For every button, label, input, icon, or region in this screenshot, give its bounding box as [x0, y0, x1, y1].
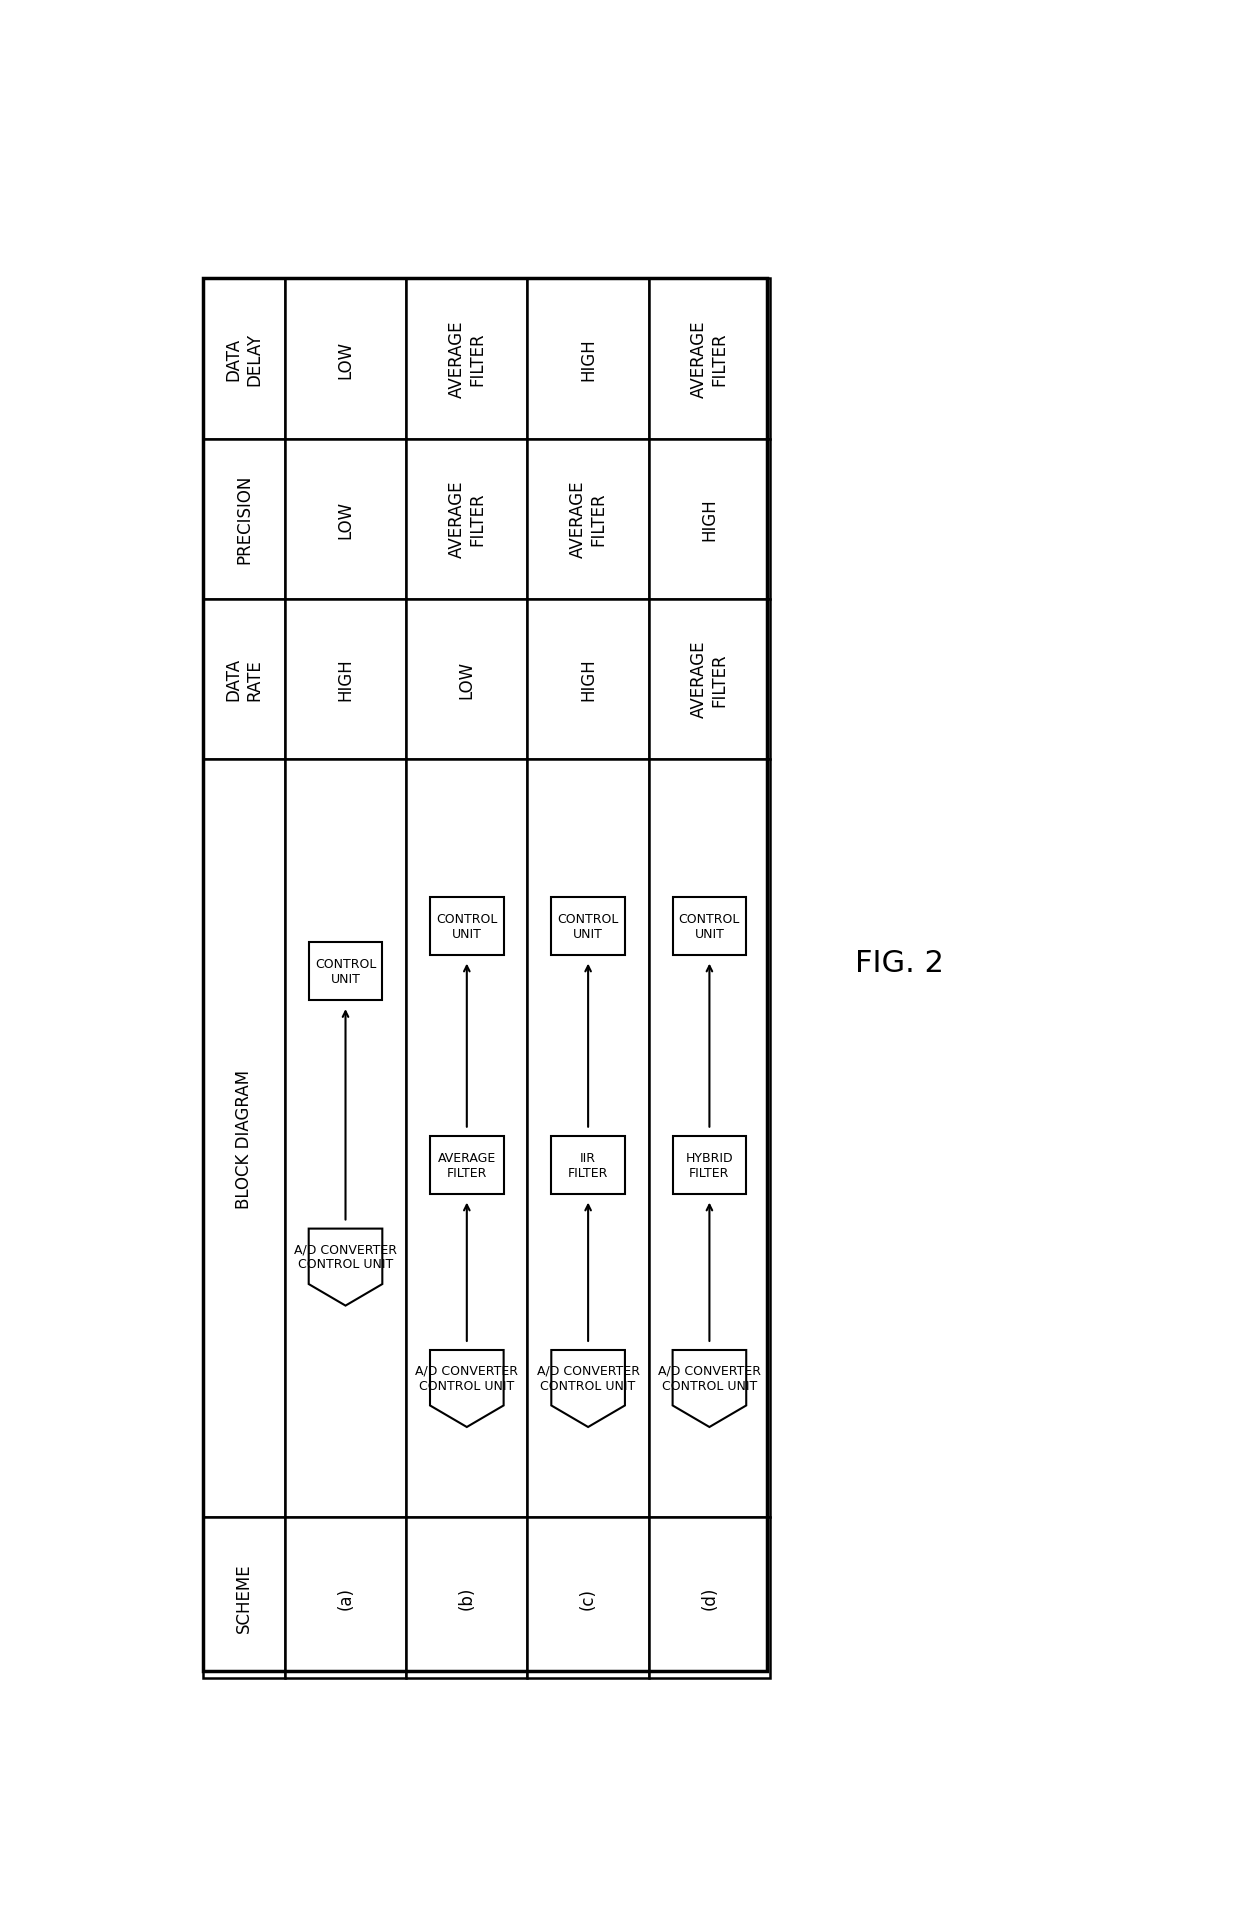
Text: DATA
DELAY: DATA DELAY: [224, 332, 263, 386]
Text: CONTROL
UNIT: CONTROL UNIT: [678, 913, 740, 940]
Bar: [203, 758, 285, 1517]
Text: A/D CONVERTER
CONTROL UNIT: A/D CONVERTER CONTROL UNIT: [658, 1365, 761, 1392]
Bar: [552, 1137, 625, 1195]
Polygon shape: [672, 1351, 746, 1428]
Text: AVERAGE
FILTER: AVERAGE FILTER: [689, 320, 729, 398]
Bar: [203, 1517, 285, 1677]
Text: LOW: LOW: [336, 340, 355, 378]
Text: A/D CONVERTER
CONTROL UNIT: A/D CONVERTER CONTROL UNIT: [415, 1365, 518, 1392]
Text: (d): (d): [701, 1586, 718, 1610]
Text: HIGH: HIGH: [336, 658, 355, 701]
Text: CONTROL
UNIT: CONTROL UNIT: [436, 913, 497, 940]
Text: SCHEME: SCHEME: [234, 1563, 253, 1633]
Bar: [649, 600, 770, 758]
Bar: [309, 944, 382, 1000]
Text: AVERAGE
FILTER: AVERAGE FILTER: [689, 641, 729, 718]
Bar: [285, 440, 407, 600]
Bar: [203, 440, 285, 600]
Text: (a): (a): [336, 1586, 355, 1610]
Bar: [649, 440, 770, 600]
Text: HYBRID
FILTER: HYBRID FILTER: [686, 1150, 733, 1179]
Bar: [407, 440, 527, 600]
Text: HIGH: HIGH: [579, 658, 598, 701]
Text: BLOCK DIAGRAM: BLOCK DIAGRAM: [234, 1069, 253, 1208]
Bar: [552, 897, 625, 955]
Polygon shape: [309, 1229, 382, 1307]
Text: FIG. 2: FIG. 2: [854, 948, 944, 977]
Bar: [430, 1137, 503, 1195]
Bar: [649, 1517, 770, 1677]
Text: A/D CONVERTER
CONTROL UNIT: A/D CONVERTER CONTROL UNIT: [537, 1365, 640, 1392]
Bar: [203, 280, 285, 440]
Text: IIR
FILTER: IIR FILTER: [568, 1150, 609, 1179]
Bar: [672, 897, 746, 955]
Text: AVERAGE
FILTER: AVERAGE FILTER: [569, 481, 608, 558]
Text: DATA
RATE: DATA RATE: [224, 658, 263, 701]
Text: PRECISION: PRECISION: [234, 475, 253, 564]
Bar: [527, 440, 649, 600]
Bar: [285, 1517, 407, 1677]
Bar: [203, 600, 285, 758]
Text: CONTROL
UNIT: CONTROL UNIT: [315, 957, 376, 986]
Bar: [407, 600, 527, 758]
Text: LOW: LOW: [458, 660, 476, 699]
Text: AVERAGE
FILTER: AVERAGE FILTER: [438, 1150, 496, 1179]
Bar: [527, 758, 649, 1517]
Polygon shape: [552, 1351, 625, 1428]
Text: HIGH: HIGH: [579, 338, 598, 380]
Bar: [430, 897, 503, 955]
Polygon shape: [430, 1351, 503, 1428]
Bar: [527, 1517, 649, 1677]
Bar: [649, 758, 770, 1517]
Text: HIGH: HIGH: [701, 498, 718, 540]
Text: AVERAGE
FILTER: AVERAGE FILTER: [448, 320, 486, 398]
Bar: [285, 280, 407, 440]
Bar: [649, 280, 770, 440]
Bar: [672, 1137, 746, 1195]
Bar: [285, 600, 407, 758]
Bar: [285, 758, 407, 1517]
Text: A/D CONVERTER
CONTROL UNIT: A/D CONVERTER CONTROL UNIT: [294, 1243, 397, 1270]
Text: (b): (b): [458, 1586, 476, 1610]
Text: CONTROL
UNIT: CONTROL UNIT: [558, 913, 619, 940]
Bar: [527, 280, 649, 440]
Bar: [203, 280, 768, 1671]
Bar: [407, 280, 527, 440]
Bar: [527, 600, 649, 758]
Text: AVERAGE
FILTER: AVERAGE FILTER: [448, 481, 486, 558]
Bar: [407, 758, 527, 1517]
Bar: [407, 1517, 527, 1677]
Text: (c): (c): [579, 1586, 598, 1610]
Text: LOW: LOW: [336, 500, 355, 538]
